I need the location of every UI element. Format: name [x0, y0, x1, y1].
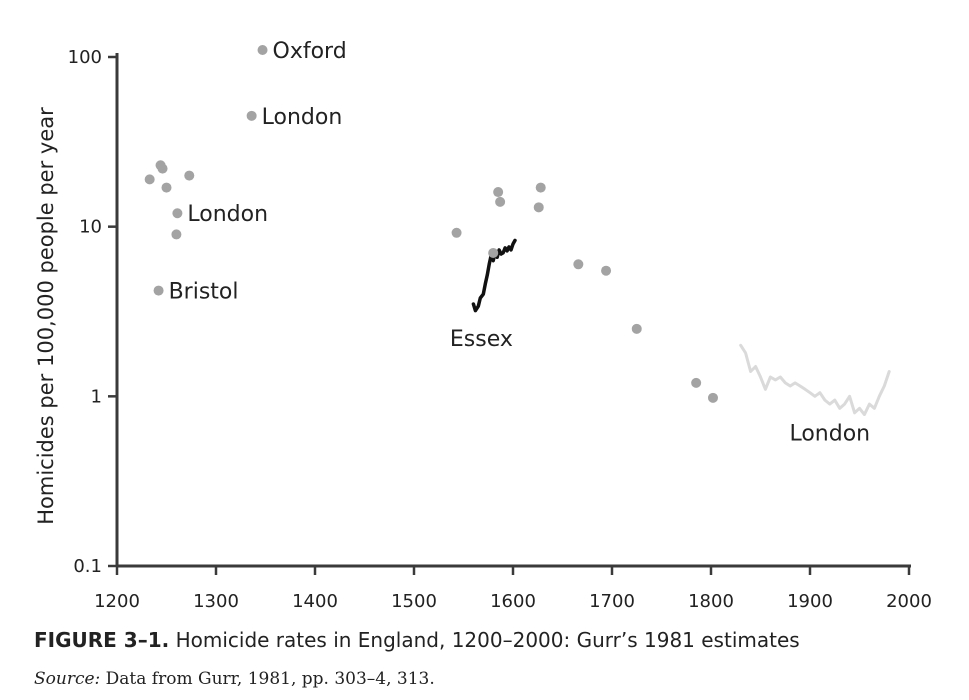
data-point [144, 174, 155, 185]
data-point [451, 227, 462, 238]
point-label: London [187, 202, 268, 227]
chart-axes: 0.1 1 10 100 1200 1300 1400 1500 1600 1700 1800 190… [68, 47, 932, 612]
y-axis-title: Homicides per 100,000 people per year [34, 107, 58, 525]
data-point [488, 247, 499, 258]
y-tick-label: 100 [68, 47, 102, 68]
source-label: Source: [34, 669, 101, 689]
point-label: Oxford [273, 39, 347, 64]
chart-points [144, 44, 718, 403]
data-point [631, 323, 642, 334]
data-point [257, 44, 268, 55]
x-tick-label: 1400 [292, 591, 338, 612]
x-tick-label: 1200 [94, 591, 140, 612]
data-point [573, 259, 584, 270]
x-tick-label: 1900 [787, 591, 833, 612]
chart-labels: Essex London Bristol London London Oxford [169, 39, 871, 446]
x-tick-label: 1800 [688, 591, 734, 612]
x-tick-label: 1500 [391, 591, 437, 612]
data-point [493, 187, 504, 198]
figure-title: Homicide rates in England, 1200–2000: Gu… [175, 628, 800, 652]
data-point [535, 182, 546, 193]
figure-label: FIGURE 3–1. [34, 628, 170, 652]
data-point [533, 202, 544, 213]
x-tick-label: 1300 [193, 591, 239, 612]
data-point [691, 377, 702, 388]
y-tick-label: 10 [79, 217, 102, 238]
point-label: Bristol [169, 280, 239, 305]
series-label: London [789, 421, 870, 446]
data-point [161, 182, 172, 193]
data-point [184, 170, 195, 181]
data-point [153, 285, 164, 296]
y-tick-label: 1 [91, 386, 102, 407]
series-label: Essex [450, 327, 513, 352]
london-series-line [739, 343, 891, 417]
data-point [601, 265, 612, 276]
y-tick-label: 0.1 [73, 556, 102, 577]
data-point [495, 196, 506, 207]
figure-caption: FIGURE 3–1. Homicide rates in England, 1… [34, 628, 800, 652]
source-text: Data from Gurr, 1981, pp. 303–4, 313. [105, 669, 435, 689]
data-point [157, 163, 168, 174]
data-point [172, 208, 183, 219]
x-tick-label: 1700 [589, 591, 635, 612]
data-point [171, 229, 182, 240]
x-tick-label: 2000 [886, 591, 932, 612]
homicide-chart: 0.1 1 10 100 1200 1300 1400 1500 1600 1700 1800 190… [34, 39, 932, 612]
x-tick-label: 1600 [490, 591, 536, 612]
source-note: Source: Data from Gurr, 1981, pp. 303–4,… [34, 669, 435, 689]
chart-series [471, 238, 891, 417]
point-label: London [262, 105, 343, 130]
data-point [246, 110, 257, 121]
data-point [707, 392, 718, 403]
